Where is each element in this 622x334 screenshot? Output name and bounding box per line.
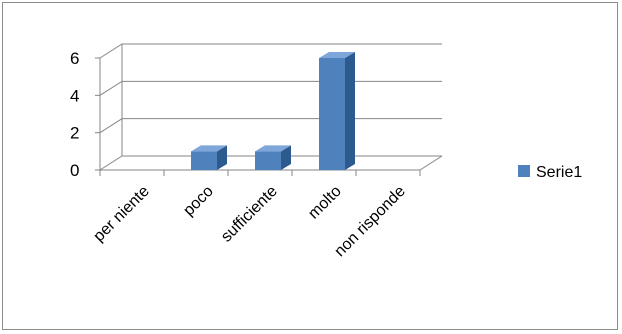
y-tick-label: 6	[70, 49, 79, 68]
bars	[191, 52, 355, 170]
bar-front	[255, 151, 281, 170]
gridline-6	[99, 43, 442, 59]
y-tick-label: 0	[70, 161, 79, 180]
bar-front	[319, 58, 345, 170]
category-label: poco	[180, 183, 217, 220]
y-tick-label: 2	[70, 124, 79, 143]
bar-side	[345, 52, 355, 170]
axes	[95, 57, 421, 176]
bar-side	[281, 145, 291, 170]
bar-front	[191, 151, 217, 170]
bar-molto	[319, 52, 355, 170]
bar-top	[255, 145, 291, 152]
bar-top	[191, 145, 227, 152]
bar-top	[319, 52, 355, 58]
category-label: molto	[305, 183, 345, 223]
y-tick-labels: 0 2 4 6	[70, 49, 79, 180]
bar-poco	[191, 145, 227, 170]
bar-side	[217, 145, 227, 170]
gridline-2	[99, 118, 442, 134]
legend-label-serie1: Serie1	[536, 164, 582, 181]
legend: Serie1	[518, 164, 582, 181]
chart-frame	[2, 2, 618, 330]
category-label: sufficiente	[218, 183, 281, 246]
gridline-4	[99, 80, 442, 96]
bar-sufficiente	[255, 145, 291, 170]
category-label: per niente	[90, 183, 152, 245]
legend-swatch	[518, 165, 530, 177]
y-tick-label: 4	[70, 86, 79, 105]
